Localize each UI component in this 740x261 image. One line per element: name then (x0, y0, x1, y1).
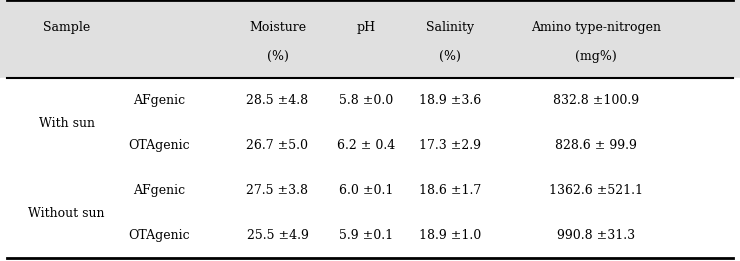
Text: OTAgenic: OTAgenic (128, 229, 190, 242)
Text: 25.5 ±4.9: 25.5 ±4.9 (246, 229, 309, 242)
Text: AFgenic: AFgenic (133, 184, 185, 197)
Text: Without sun: Without sun (28, 207, 105, 220)
Text: 828.6 ± 99.9: 828.6 ± 99.9 (555, 139, 636, 152)
Text: With sun: With sun (38, 117, 95, 130)
Text: Sample: Sample (43, 21, 90, 34)
Text: 28.5 ±4.8: 28.5 ±4.8 (246, 94, 309, 107)
Text: 18.6 ±1.7: 18.6 ±1.7 (419, 184, 481, 197)
Text: AFgenic: AFgenic (133, 94, 185, 107)
Text: (%): (%) (439, 50, 461, 63)
Text: pH: pH (357, 21, 376, 34)
Text: 27.5 ±3.8: 27.5 ±3.8 (246, 184, 309, 197)
Text: 1362.6 ±521.1: 1362.6 ±521.1 (548, 184, 643, 197)
Text: 26.7 ±5.0: 26.7 ±5.0 (246, 139, 309, 152)
Text: 17.3 ±2.9: 17.3 ±2.9 (419, 139, 481, 152)
Text: 6.0 ±0.1: 6.0 ±0.1 (339, 184, 394, 197)
Bar (0, 78, 740, 261)
Text: 5.9 ±0.1: 5.9 ±0.1 (339, 229, 394, 242)
Text: OTAgenic: OTAgenic (128, 139, 190, 152)
Text: 18.9 ±1.0: 18.9 ±1.0 (419, 229, 481, 242)
Text: Amino type-nitrogen: Amino type-nitrogen (531, 21, 661, 34)
Text: 990.8 ±31.3: 990.8 ±31.3 (556, 229, 635, 242)
Text: (%): (%) (266, 50, 289, 63)
Text: 832.8 ±100.9: 832.8 ±100.9 (553, 94, 639, 107)
Text: Salinity: Salinity (425, 21, 474, 34)
Text: 5.8 ±0.0: 5.8 ±0.0 (339, 94, 394, 107)
Text: Moisture: Moisture (249, 21, 306, 34)
Text: (mg%): (mg%) (575, 50, 616, 63)
Text: 6.2 ± 0.4: 6.2 ± 0.4 (337, 139, 395, 152)
Text: 18.9 ±3.6: 18.9 ±3.6 (419, 94, 481, 107)
